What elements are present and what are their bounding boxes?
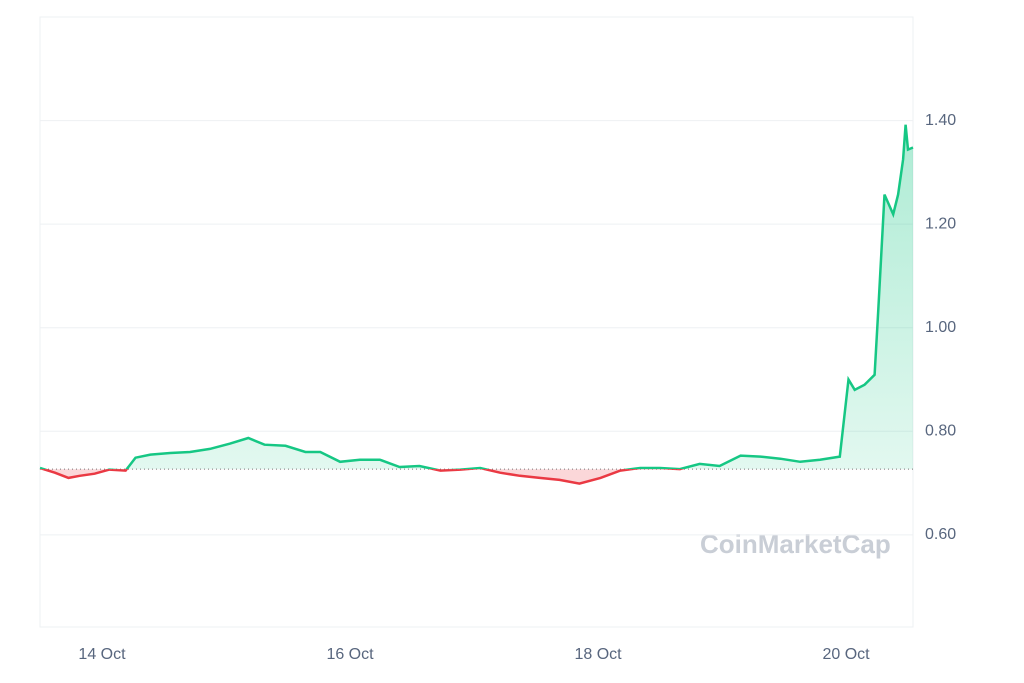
y-tick-label: 1.20 (925, 215, 956, 232)
x-tick-label: 20 Oct (822, 646, 870, 663)
y-tick-label: 0.80 (925, 422, 956, 439)
x-tick-label: 14 Oct (78, 646, 126, 663)
y-tick-label: 1.00 (925, 319, 956, 336)
area-below (40, 469, 913, 484)
y-tick-label: 0.60 (925, 526, 956, 543)
watermark: CoinMarketCap (700, 529, 891, 559)
x-tick-label: 18 Oct (574, 646, 622, 663)
price-line-below (39, 469, 685, 485)
price-line (39, 124, 914, 470)
x-tick-label: 16 Oct (326, 646, 374, 663)
y-tick-label: 1.40 (925, 112, 956, 129)
